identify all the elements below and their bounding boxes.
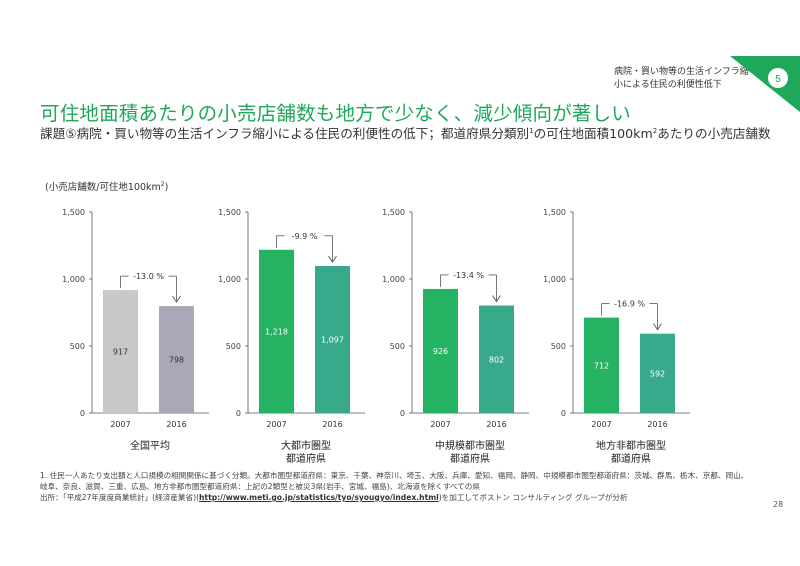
y-tick-label: 500 [226,342,241,351]
bar-value-label: 1,218 [265,327,288,336]
change-percent-label: -9.9 % [292,232,318,241]
bar-value-label: 798 [169,356,184,365]
section-corner-badge: 5 [730,56,800,112]
bar [315,266,350,413]
change-percent-label: -16.9 % [614,300,645,309]
change-arrow-head [172,295,181,303]
y-tick-label: 1,500 [62,208,85,217]
subtitle-squared: 2 [652,126,658,135]
subtitle-mid: の可住地面積100km [533,126,653,141]
bar-value-label: 1,097 [321,336,344,345]
source-suffix: )を加工してボストン コンサルティング グループが分析 [438,493,628,502]
change-arrow-head [328,255,337,263]
bar [259,249,294,413]
bar [423,288,458,413]
y-tick-label: 1,000 [62,275,85,284]
y-tick-label: 1,000 [543,275,566,284]
y-tick-label: 0 [80,409,85,418]
subtitle-main: 課題⑤病院・買い物等の生活インフラ縮小による住民の利便性の低下；都道府県分類別 [40,126,530,141]
bar-value-label: 917 [113,348,128,357]
subtitle-footnote-mark: 1 [529,126,534,135]
bar-value-label: 592 [650,369,665,378]
chart-title: 都道府県 [450,452,490,465]
x-tick-label: 2007 [430,420,450,429]
unit-end: ) [164,182,169,193]
bar [103,290,138,413]
source-prefix: 出所：「平成27年度度商業統計」(経済産業省)( [40,493,200,502]
bar [159,306,194,413]
corner-triangle [730,56,800,112]
source-note: 出所：「平成27年度度商業統計」(経済産業省)(http://www.meti.… [40,492,628,503]
bar-charts: 0 500 1,000 1,500 917 2007 798 2016 -13.0 % 全国平均 0… [62,208,690,465]
change-arrow-head [492,295,501,303]
y-axis-unit-label: (小売店舗数/可住地100km2) [45,179,168,193]
footnote-1-line-2: 岐阜、奈良、滋賀、三重、広島、地方非都市圏型都道府県：上記の2類型と被災3県(岩… [40,482,480,491]
section-number: 5 [775,74,781,85]
x-tick-label: 2007 [110,420,130,429]
y-tick-label: 1,500 [382,208,405,217]
section-number-circle [768,68,788,88]
page-number: 28 [773,500,784,509]
bar-value-label: 712 [594,361,609,370]
chart-title: 中規模都市圏型 [435,439,505,452]
y-tick-label: 500 [551,342,566,351]
page-subtitle: 課題⑤病院・買い物等の生活インフラ縮小による住民の利便性の低下；都道府県分類別1… [40,123,771,142]
y-tick-label: 500 [70,342,85,351]
source-link[interactable]: http://www.meti.go.jp/statistics/tyo/syo… [199,493,439,502]
chart-title: 都道府県 [611,452,651,465]
change-percent-label: -13.0 % [133,272,164,281]
x-tick-label: 2016 [166,420,186,429]
bar [640,333,675,413]
y-tick-label: 500 [390,342,405,351]
bar-value-label: 926 [433,347,448,356]
unit-main: (小売店舗数/可住地100km [45,182,161,193]
subtitle-end: あたりの小売店舗数 [657,126,771,141]
chart-title: 全国平均 [130,439,170,452]
bar [479,305,514,413]
y-tick-label: 0 [561,409,566,418]
y-tick-label: 0 [236,409,241,418]
bar [584,317,619,413]
x-tick-label: 2007 [266,420,286,429]
chart-title: 都道府県 [286,452,326,465]
page-title: 可住地面積あたりの小売店舗数も地方で少なく、減少傾向が著しい [40,102,632,125]
y-tick-label: 1,500 [218,208,241,217]
footnote-1-line-1: 1. 住民一人あたり支出額と人口規模の相関関係に基づく分類。大都市圏型都道府県：… [40,471,749,480]
x-tick-label: 2016 [647,420,667,429]
x-tick-label: 2016 [486,420,506,429]
change-percent-label: -13.4 % [453,271,484,280]
y-tick-label: 1,000 [382,275,405,284]
chart-title: 地方非都市圏型 [596,439,666,452]
change-arrow-head [653,323,662,331]
bar-value-label: 802 [489,355,504,364]
x-tick-label: 2016 [322,420,342,429]
y-tick-label: 1,500 [543,208,566,217]
unit-squared: 2 [160,180,165,188]
chart-title: 大都市圏型 [281,439,331,452]
section-note: 病院・買い物等の生活インフラ縮小による住民の利便性低下 [614,67,749,90]
y-tick-label: 1,000 [218,275,241,284]
x-tick-label: 2007 [591,420,611,429]
y-tick-label: 0 [400,409,405,418]
